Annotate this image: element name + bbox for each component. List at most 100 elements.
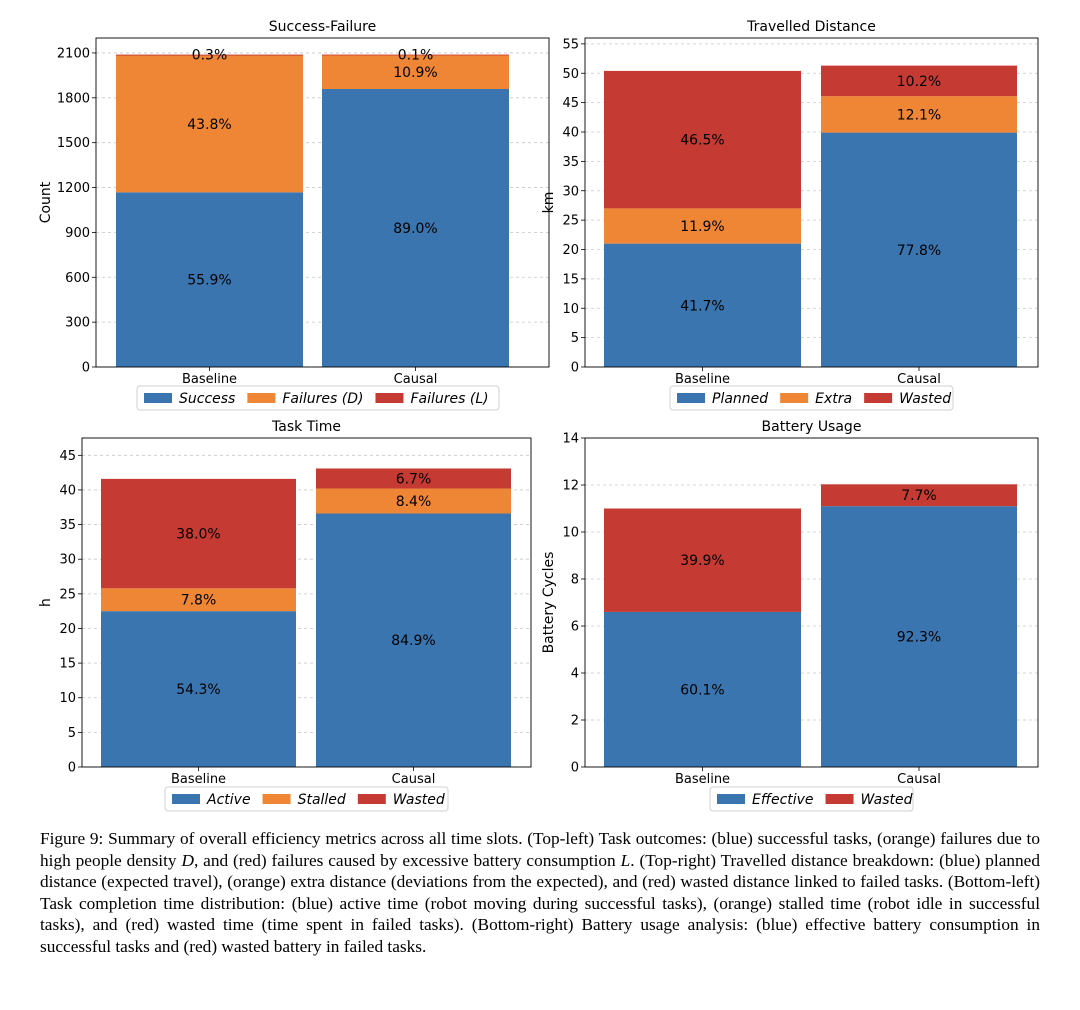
data-label: 54.3% xyxy=(176,682,220,698)
bar-wasted-baseline xyxy=(604,70,801,209)
bar-extra-baseline xyxy=(604,208,801,244)
y-tick-label: 5 xyxy=(68,726,76,741)
y-tick-label: 300 xyxy=(65,316,90,331)
plot-frame xyxy=(95,37,550,368)
legend-label: Wasted xyxy=(861,792,913,808)
data-label: 7.7% xyxy=(901,488,937,504)
x-tick-label: Causal xyxy=(392,772,436,787)
data-label: 89.0% xyxy=(393,221,437,237)
data-label: 77.8% xyxy=(897,243,941,259)
data-label: 55.9% xyxy=(187,273,231,289)
task-time-chart: 0 5 10 15 20 25 30 35 40 45 54.3% 7.8% 38.0% Baseline… xyxy=(38,419,532,812)
bar-stalled-baseline xyxy=(101,588,296,612)
legend-swatch xyxy=(247,393,276,403)
y-tick-label: 10 xyxy=(562,302,579,317)
caption-text-1: Summary of overall efficiency metrics ac… xyxy=(40,829,1040,870)
data-label: 7.8% xyxy=(181,593,217,609)
bar-extra-causal xyxy=(821,96,1017,133)
y-tick-label: 10 xyxy=(59,691,76,706)
legend-swatch xyxy=(717,794,745,804)
data-label: 46.5% xyxy=(680,133,724,149)
x-tick-label: Causal xyxy=(897,372,941,387)
battery-usage-chart: 0 2 4 6 8 10 12 14 60.1% 39.9% Baseline 92.3% 7.7% Ca… xyxy=(541,419,1039,812)
y-tick-label: 12 xyxy=(562,479,579,494)
legend-label: Stalled xyxy=(298,792,346,808)
y-axis-label: h xyxy=(38,598,54,607)
y-tick-label: 40 xyxy=(59,483,76,498)
legend: Effective Wasted xyxy=(709,786,914,812)
legend-swatch xyxy=(172,794,200,804)
legend: Success Failures (D) Failures (L) xyxy=(136,385,500,411)
y-tick-label: 8 xyxy=(571,573,579,588)
data-label: 60.1% xyxy=(680,682,724,698)
y-tick-label: 40 xyxy=(562,126,579,141)
bar-wasted-causal xyxy=(821,484,1017,507)
data-label: 6.7% xyxy=(396,472,432,488)
y-tick-label: 35 xyxy=(59,518,76,533)
bar-effective-baseline xyxy=(604,611,801,767)
y-tick-label: 600 xyxy=(65,271,90,286)
legend-box xyxy=(136,385,500,411)
y-tick-label: 1500 xyxy=(57,136,90,151)
y-tick-label: 45 xyxy=(562,96,579,111)
y-tick-label: 1800 xyxy=(57,91,90,106)
legend-label-prefix: Failures ( xyxy=(410,391,475,407)
legend-label: Extra xyxy=(815,391,852,407)
x-tick-label: Baseline xyxy=(171,772,226,787)
y-tick-label: 50 xyxy=(562,67,579,82)
bar-failures-causal xyxy=(322,54,509,56)
legend-swatch xyxy=(780,393,809,403)
caption-text-3: . (Top-right) Travelled distance breakdo… xyxy=(40,850,1040,956)
x-tick-label: Causal xyxy=(394,372,438,387)
x-tick-label: Causal xyxy=(897,772,941,787)
y-axis-label: Count xyxy=(38,181,54,223)
legend: Planned Extra Wasted xyxy=(669,385,954,411)
y-tick-label: 20 xyxy=(562,243,579,258)
legend-label: Failures (D) xyxy=(282,391,363,407)
y-tick-label: 900 xyxy=(65,226,90,241)
bar-active-baseline xyxy=(101,611,296,767)
travelled-distance-chart: 0 5 10 15 20 25 30 35 40 45 50 55 41.7% 11.9% 46.5% Bas… xyxy=(541,19,1039,411)
bar-wasted-baseline xyxy=(604,508,801,612)
data-label: 39.9% xyxy=(680,553,724,569)
legend-box xyxy=(164,786,449,812)
bar-wasted-baseline xyxy=(101,478,296,589)
y-tick-label: 5 xyxy=(571,331,579,346)
legend-label: Success xyxy=(179,391,235,407)
bar-stalled-causal xyxy=(316,488,511,514)
bar-success-causal xyxy=(322,88,509,368)
legend-label-var: L xyxy=(475,391,483,407)
caption-var-l: L xyxy=(620,850,631,870)
y-tick-label: 2 xyxy=(571,714,579,729)
y-tick-label: 20 xyxy=(59,622,76,637)
chart-title: Success-Failure xyxy=(269,19,376,35)
data-label: 92.3% xyxy=(897,630,941,646)
legend: Active Stalled Wasted xyxy=(164,786,449,812)
y-tick-label: 25 xyxy=(59,587,76,602)
legend-swatch xyxy=(375,393,404,403)
y-tick-label: 45 xyxy=(59,449,76,464)
caption-var-d: D xyxy=(181,850,194,870)
data-label: 41.7% xyxy=(680,298,724,314)
y-tick-label: 30 xyxy=(562,184,579,199)
bar-wasted-causal xyxy=(316,468,511,489)
legend-label: Failures (L) xyxy=(410,391,488,407)
figure-caption: Figure 9: Summary of overall efficiency … xyxy=(40,828,1040,957)
legend-label: Wasted xyxy=(899,391,951,407)
bar-planned-causal xyxy=(821,132,1017,367)
y-axis-label: km xyxy=(541,192,557,214)
data-label: 43.8% xyxy=(187,117,231,133)
figure-label: Figure 9: xyxy=(40,829,104,848)
bar-active-causal xyxy=(316,513,511,767)
success-failure-chart: 0 300 600 900 1200 1500 1800 2100 55.9% 43.8% 0.3%… xyxy=(38,19,550,411)
legend-box xyxy=(709,786,914,812)
legend-swatch xyxy=(677,393,705,403)
plot-frame xyxy=(584,37,1039,368)
legend-label: Effective xyxy=(752,792,814,808)
legend-label-suffix: ) xyxy=(482,391,488,407)
y-tick-label: 35 xyxy=(562,155,579,170)
data-label: 84.9% xyxy=(391,633,435,649)
data-label: 12.1% xyxy=(897,107,941,123)
bar-success-baseline xyxy=(116,192,303,367)
legend-label: Wasted xyxy=(393,792,445,808)
